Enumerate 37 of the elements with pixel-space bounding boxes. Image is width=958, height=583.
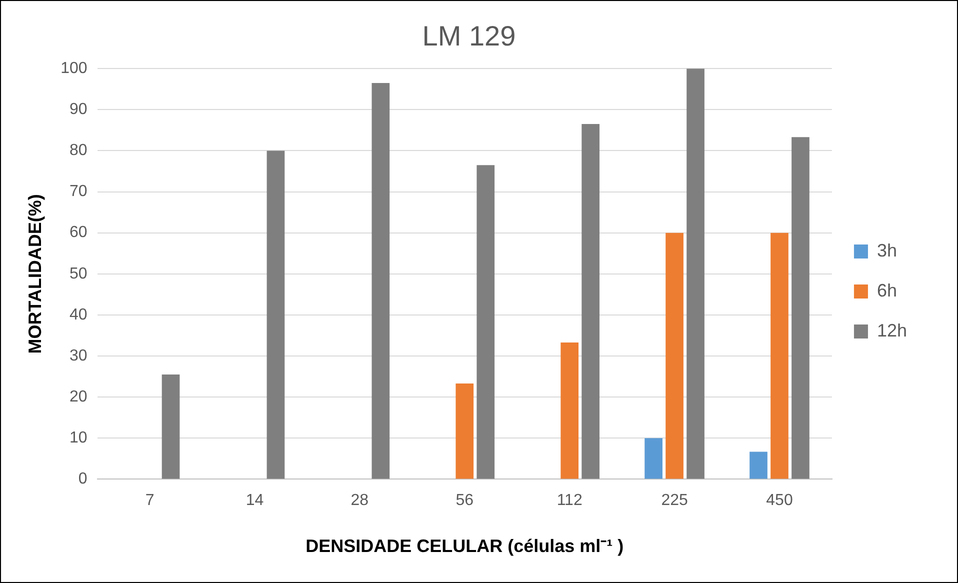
bar — [750, 452, 768, 479]
bar — [456, 384, 474, 479]
x-tick-label: 56 — [456, 492, 474, 510]
legend-label: 3h — [876, 240, 897, 260]
bar — [266, 150, 285, 479]
x-axis-title: DENSIDADE CELULAR (células ml⁻¹ ) — [306, 536, 624, 556]
legend-label: 6h — [876, 280, 897, 300]
x-tick-label: 7 — [145, 492, 154, 510]
y-tick-label: 60 — [70, 224, 88, 242]
y-tick-label: 100 — [60, 60, 88, 78]
bar — [560, 342, 579, 479]
y-tick-label: 0 — [78, 470, 88, 488]
y-tick-label: 10 — [70, 430, 88, 447]
bar — [476, 165, 495, 479]
bar — [372, 82, 390, 479]
x-tick-label: 112 — [556, 492, 582, 510]
bar — [666, 232, 684, 479]
x-tick-label: 28 — [350, 492, 369, 510]
bar — [582, 124, 600, 479]
y-tick-label: 90 — [70, 101, 88, 118]
y-tick-label: 70 — [70, 183, 88, 200]
y-tick-label: 20 — [70, 388, 88, 406]
bar — [686, 68, 704, 479]
bar — [770, 232, 788, 479]
y-tick-label: 30 — [70, 347, 88, 364]
y-tick-label: 50 — [70, 265, 88, 282]
x-tick-label: 14 — [246, 492, 264, 510]
x-tick-label: 225 — [661, 492, 688, 510]
y-axis-title: MORTALIDADE(%) — [24, 194, 45, 354]
y-tick-label: 40 — [70, 306, 88, 324]
bar — [162, 374, 180, 479]
bar — [644, 438, 662, 479]
x-tick-label: 450 — [766, 492, 793, 510]
chart-title: LM 129 — [422, 20, 516, 52]
bar — [792, 137, 810, 479]
y-tick-label: 80 — [70, 142, 88, 160]
legend-label: 12h — [876, 320, 908, 340]
